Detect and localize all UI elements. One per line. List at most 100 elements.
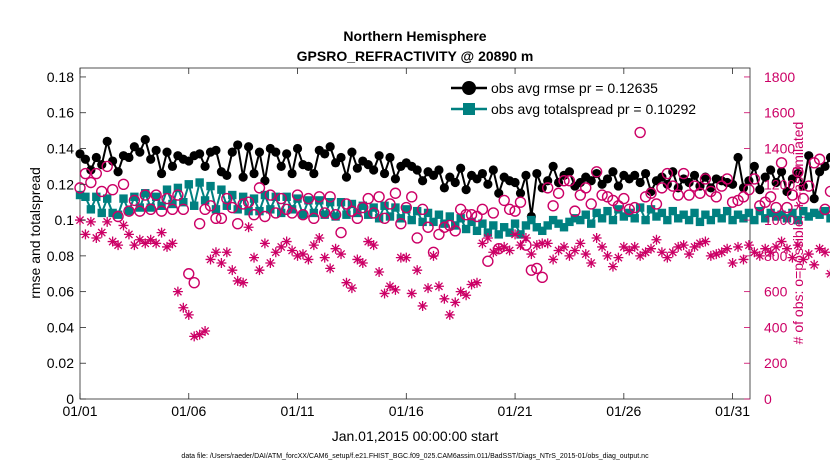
data-point [411, 232, 423, 244]
data-point [215, 212, 228, 224]
data-point [439, 293, 450, 304]
data-point [672, 189, 684, 201]
y-right-tick-label: 800 [764, 248, 788, 264]
data-point [478, 219, 487, 228]
data-point [80, 229, 91, 240]
data-point [471, 210, 483, 223]
data-point [483, 179, 493, 189]
data-point [700, 236, 711, 247]
data-point [423, 283, 434, 294]
data-point [108, 156, 118, 166]
data-point [340, 198, 353, 210]
data-point [362, 192, 374, 205]
data-point [200, 196, 210, 205]
data-point [792, 166, 804, 178]
data-point [75, 190, 85, 200]
data-point [809, 259, 820, 270]
data-point [510, 219, 520, 228]
data-point [618, 192, 630, 205]
data-point [722, 206, 732, 216]
data-point [112, 210, 124, 223]
data-point [815, 210, 824, 219]
data-point [232, 217, 244, 230]
data-point [444, 309, 455, 320]
data-point [113, 240, 124, 251]
data-point [134, 234, 145, 245]
data-point [690, 208, 699, 218]
data-point [733, 152, 743, 163]
data-point [521, 170, 531, 180]
data-point [455, 286, 466, 297]
data-point [162, 241, 173, 252]
data-point [716, 180, 728, 192]
data-point [711, 249, 722, 260]
data-point [651, 234, 662, 245]
data-point [531, 240, 542, 251]
data-point [416, 203, 429, 216]
data-point [678, 240, 689, 251]
data-point [667, 247, 678, 258]
x-tick-label: 01/31 [715, 403, 750, 419]
data-point [674, 214, 683, 223]
y-right-tick-label: 1600 [764, 105, 795, 121]
data-point [255, 206, 264, 216]
x-axis-label: Jan.01,2015 00:00:00 start [332, 428, 499, 444]
data-point [249, 168, 259, 179]
data-point [243, 142, 254, 152]
data-point [782, 186, 792, 197]
data-point [764, 191, 777, 203]
data-point [162, 185, 172, 194]
data-point [634, 126, 646, 139]
data-point [580, 249, 591, 260]
data-point [439, 183, 449, 193]
data-point [352, 254, 363, 265]
data-point [684, 249, 695, 260]
data-point [237, 198, 249, 210]
data-point [86, 165, 96, 175]
data-point [781, 201, 793, 214]
data-point [211, 145, 221, 155]
data-point [91, 152, 101, 163]
data-point [824, 185, 830, 198]
data-point [630, 214, 639, 223]
data-point [689, 241, 700, 252]
legend-rmse-label: obs avg rmse pr = 0.12635 [491, 80, 658, 96]
data-point [733, 210, 743, 219]
data-point [161, 192, 173, 205]
data-point [748, 173, 761, 185]
data-point [547, 200, 559, 212]
data-point [586, 258, 597, 269]
data-point [433, 281, 444, 292]
data-point [559, 241, 570, 252]
data-point [363, 236, 374, 247]
data-point [282, 192, 291, 202]
data-point [407, 215, 416, 225]
data-point [749, 161, 759, 172]
data-point [172, 286, 183, 297]
data-point [204, 200, 217, 212]
data-point [287, 245, 298, 256]
data-point [179, 197, 188, 207]
data-point [499, 223, 509, 232]
data-point [276, 241, 287, 252]
data-point [291, 189, 304, 201]
data-point [135, 203, 145, 212]
data-point [552, 187, 565, 199]
y-tick-label: 0.1 [55, 212, 75, 228]
data-point [766, 208, 775, 218]
data-point [541, 182, 554, 194]
data-point [612, 200, 625, 212]
data-point [395, 217, 407, 230]
data-point [820, 161, 830, 172]
data-point [727, 179, 738, 189]
data-point [472, 226, 482, 236]
data-point [788, 208, 797, 218]
data-point [368, 240, 379, 251]
data-point [804, 151, 814, 161]
data-point [590, 166, 603, 178]
data-point [150, 189, 162, 201]
data-point [260, 176, 270, 186]
data-point [695, 217, 705, 227]
data-point [200, 161, 210, 172]
